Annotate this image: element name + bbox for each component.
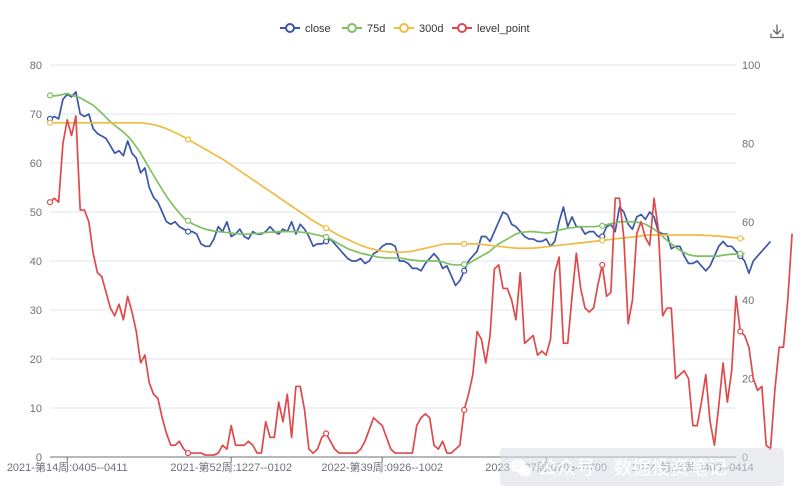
legend-item-level-point[interactable]: level_point <box>452 23 530 35</box>
series-close <box>46 91 772 287</box>
data-point <box>184 228 192 235</box>
y-right-tick-label: 20 <box>742 374 754 386</box>
legend-label: close <box>305 23 331 35</box>
legend-swatch-dot <box>347 23 357 33</box>
series-line <box>50 121 745 254</box>
y-left-tick-label: 0 <box>36 452 42 464</box>
y-left-tick-label: 80 <box>30 60 42 72</box>
data-point <box>737 328 744 335</box>
data-point <box>599 237 606 244</box>
x-tick-label: 2021-第52周:1227--0102 <box>170 460 292 474</box>
data-point <box>323 430 330 437</box>
data-point <box>184 217 192 224</box>
watermark: 公众号 · 数据投资笔记 <box>500 448 784 486</box>
download-button[interactable] <box>770 24 784 39</box>
legend-swatch-dot <box>399 23 409 33</box>
watermark-bg <box>500 448 784 486</box>
data-point <box>184 136 192 143</box>
data-point <box>737 235 744 242</box>
y-left-tick-label: 30 <box>30 305 42 317</box>
series-line <box>49 91 772 287</box>
data-point <box>461 267 468 274</box>
y-left-tick-label: 10 <box>30 403 42 415</box>
series-75d <box>46 92 745 268</box>
x-tick-label: 2022-第39周:0926--1002 <box>321 460 443 474</box>
data-point <box>461 240 468 247</box>
legend-label: 300d <box>419 23 443 35</box>
grid-lines <box>50 64 736 458</box>
watermark-text: 公众号 · 数据投资笔记 <box>538 457 727 479</box>
y-left-tick-label: 70 <box>30 109 42 121</box>
data-point <box>599 222 606 229</box>
legend[interactable]: close 75d 300d level_point <box>280 23 530 35</box>
series-level-point <box>46 115 793 457</box>
legend-item-75d[interactable]: 75d <box>342 23 385 35</box>
y-left-tick-label: 20 <box>30 354 42 366</box>
data-point <box>461 406 468 414</box>
series-line <box>49 115 793 456</box>
y-left-tick-label: 60 <box>30 158 42 170</box>
data-point <box>184 449 192 457</box>
y-right-tick-label: 100 <box>742 60 760 72</box>
data-point <box>323 233 330 241</box>
series-lines <box>46 91 793 457</box>
series-line <box>49 92 745 266</box>
x-tick-label: 2021-第14周:0405--0411 <box>7 460 128 474</box>
data-point <box>461 261 468 268</box>
data-point <box>599 261 606 269</box>
y-right-tick-label: 80 <box>742 138 754 150</box>
data-point <box>46 119 54 126</box>
legend-label: level_point <box>477 23 530 35</box>
legend-swatch-dot <box>457 23 467 33</box>
download-icon <box>770 24 784 39</box>
legend-item-300d[interactable]: 300d <box>394 23 443 35</box>
data-point <box>46 199 54 206</box>
wechat-icon <box>510 459 532 477</box>
legend-label: 75d <box>367 23 385 35</box>
data-point <box>46 92 54 99</box>
y-left-tick-label: 40 <box>30 256 42 268</box>
legend-item-close[interactable]: close <box>280 23 331 35</box>
legend-swatch-dot <box>285 23 295 33</box>
data-point <box>323 225 330 232</box>
y-left-tick-label: 50 <box>30 207 42 219</box>
data-point <box>737 250 744 257</box>
y-right-tick-label: 40 <box>742 295 754 307</box>
series-300d <box>46 119 745 254</box>
y-right-tick-label: 60 <box>742 217 754 229</box>
